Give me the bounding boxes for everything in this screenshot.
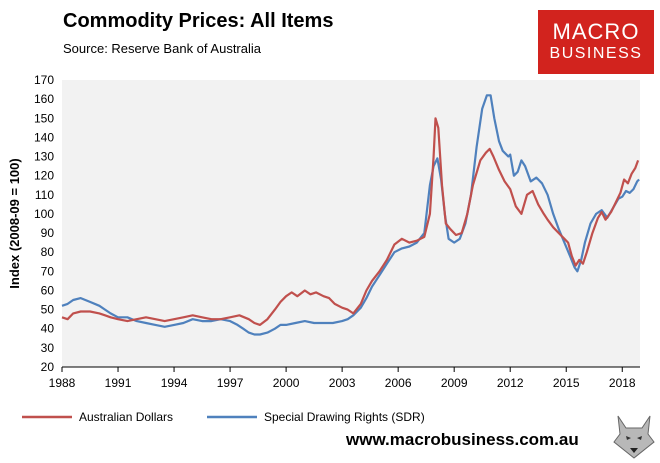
logo-line-1: MACRO <box>552 19 640 44</box>
x-tick-label: 2015 <box>553 376 580 390</box>
y-axis-label: Index (2008-09 = 100) <box>7 158 22 288</box>
chart-source: Source: Reserve Bank of Australia <box>63 41 261 56</box>
series-line-australian-dollars <box>61 117 640 326</box>
y-tick-label: 20 <box>41 360 55 374</box>
y-tick-label: 160 <box>34 92 54 106</box>
x-tick-label: 1997 <box>217 376 244 390</box>
x-tick-label: 2006 <box>385 376 412 390</box>
y-tick-label: 30 <box>41 341 55 355</box>
y-tick-label: 50 <box>41 303 55 317</box>
x-tick-label: 1988 <box>49 376 76 390</box>
y-tick-label: 170 <box>34 73 54 87</box>
chart-title: Commodity Prices: All Items <box>63 10 334 32</box>
website-url: www.macrobusiness.com.au <box>346 430 579 449</box>
x-tick-label: 2012 <box>497 376 524 390</box>
y-tick-label: 120 <box>34 169 54 183</box>
x-tick-label: 1994 <box>161 376 188 390</box>
y-tick-label: 90 <box>41 226 55 240</box>
y-tick-label: 140 <box>34 130 54 144</box>
y-tick-label: 40 <box>41 322 55 336</box>
wolf-mascot-icon <box>613 415 655 459</box>
y-tick-label: 100 <box>34 207 54 221</box>
x-tick-label: 2018 <box>609 376 636 390</box>
x-tick-label: 1991 <box>105 376 132 390</box>
logo-line-2: BUSINESS <box>549 45 643 62</box>
x-tick-label: 2000 <box>273 376 300 390</box>
y-tick-label: 150 <box>34 111 54 125</box>
y-tick-label: 80 <box>41 245 55 259</box>
y-tick-label: 60 <box>41 283 55 297</box>
x-tick-label: 2009 <box>441 376 468 390</box>
y-tick-label: 130 <box>34 150 54 164</box>
legend-label: Special Drawing Rights (SDR) <box>264 410 425 424</box>
y-tick-label: 110 <box>35 188 54 202</box>
macrobusiness-logo: MACRO BUSINESS <box>538 10 654 74</box>
legend-label: Australian Dollars <box>79 410 173 424</box>
x-tick-label: 2003 <box>329 376 356 390</box>
y-tick-label: 70 <box>41 264 55 278</box>
